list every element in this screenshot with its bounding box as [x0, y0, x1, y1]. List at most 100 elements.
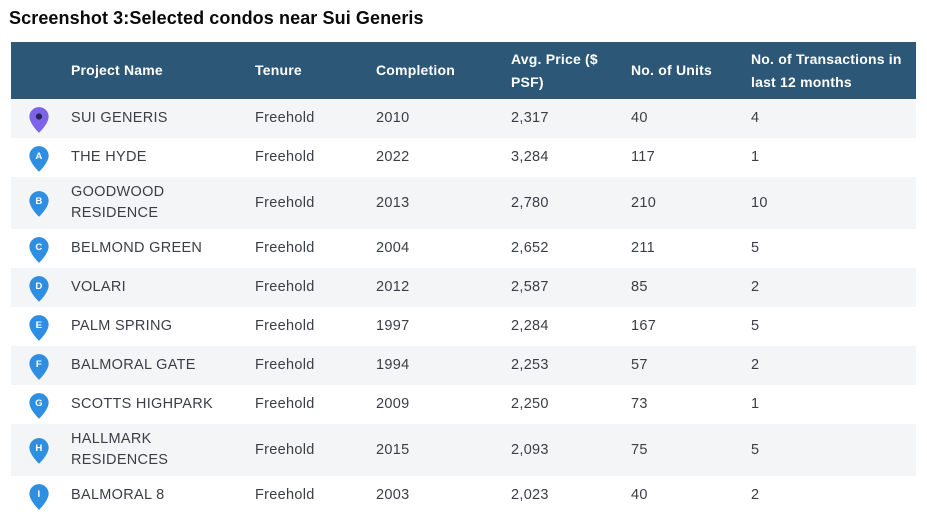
cell-tenure: Freehold [255, 194, 315, 211]
svg-text:B: B [35, 196, 42, 207]
cell-tenure: Freehold [255, 441, 315, 458]
map-pin-cell: C [11, 229, 66, 268]
svg-text:D: D [35, 281, 42, 292]
cell-transactions: 5 [751, 318, 760, 335]
cell-units: 40 [631, 487, 648, 504]
column-header-marker [11, 42, 66, 100]
map-pin-h-icon: H [28, 438, 49, 465]
table-row: I BALMORAL 8 Freehold 2003 2,023 40 2 [11, 476, 916, 516]
table-row: A THE HYDE Freehold 2022 3,284 117 1 [11, 138, 916, 178]
column-header-transactions: No. of Transactions in last 12 months [746, 42, 916, 100]
cell-project: THE HYDE [71, 149, 147, 166]
table-row: C BELMOND GREEN Freehold 2004 2,652 211 5 [11, 229, 916, 269]
svg-text:H: H [35, 443, 42, 454]
cell-project: BALMORAL 8 [71, 487, 165, 504]
cell-transactions: 4 [751, 110, 760, 127]
cell-transactions: 5 [751, 240, 760, 257]
map-pin-cell: A [11, 138, 66, 177]
cell-transactions: 10 [751, 194, 768, 211]
header-row: Project Name Tenure Completion Avg. Pric… [11, 42, 916, 100]
table-header: Project Name Tenure Completion Avg. Pric… [11, 42, 916, 100]
cell-completion: 2012 [376, 279, 410, 296]
map-pin-cell: H [11, 424, 66, 476]
table-row: SUI GENERIS Freehold 2010 2,317 40 4 [11, 99, 916, 139]
svg-text:E: E [35, 320, 42, 331]
table-body: SUI GENERIS Freehold 2010 2,317 40 4 A THE HYDE… [11, 99, 916, 516]
cell-price: 2,023 [511, 487, 549, 504]
condos-table: Project Name Tenure Completion Avg. Pric… [11, 42, 916, 516]
cell-completion: 2013 [376, 194, 410, 211]
map-pin-d-icon: D [28, 276, 49, 302]
cell-completion: 2022 [376, 149, 410, 166]
table-row: E PALM SPRING Freehold 1997 2,284 167 5 [11, 307, 916, 347]
table-row: G SCOTTS HIGHPARK Freehold 2009 2,250 73 1 [11, 385, 916, 425]
cell-transactions: 5 [751, 441, 760, 458]
cell-tenure: Freehold [255, 240, 315, 257]
cell-units: 73 [631, 396, 648, 413]
svg-text:G: G [35, 398, 43, 409]
map-pin-g-icon: G [28, 393, 49, 419]
cell-transactions: 2 [751, 357, 760, 374]
map-pin-b-icon: B [28, 191, 49, 218]
column-header-project-name: Project Name [66, 42, 250, 100]
table-row: D VOLARI Freehold 2012 2,587 85 2 [11, 268, 916, 308]
cell-units: 210 [631, 194, 657, 211]
cell-completion: 1994 [376, 357, 410, 374]
cell-price: 2,250 [511, 396, 549, 413]
cell-units: 211 [631, 240, 656, 257]
table-row: B GOODWOOD RESIDENCE Freehold 2013 2,780 210 1… [11, 177, 916, 230]
cell-completion: 2003 [376, 487, 410, 504]
column-header-tenure: Tenure [250, 42, 371, 100]
column-header-completion: Completion [371, 42, 506, 100]
svg-text:A: A [35, 151, 42, 162]
map-pin-a-icon: A [28, 146, 49, 172]
svg-text:F: F [35, 359, 41, 370]
cell-units: 75 [631, 441, 648, 458]
svg-text:I: I [37, 489, 40, 500]
cell-project: BELMOND GREEN [71, 240, 203, 257]
map-pin-cell [11, 99, 66, 138]
cell-completion: 2010 [376, 110, 410, 127]
cell-price: 2,587 [511, 279, 549, 296]
cell-price: 2,780 [511, 194, 549, 211]
cell-units: 117 [631, 149, 656, 166]
map-pin-cell: G [11, 385, 66, 424]
cell-price: 2,652 [511, 240, 549, 257]
cell-units: 57 [631, 357, 648, 374]
svg-text:C: C [35, 242, 42, 253]
map-pin-cell: I [11, 476, 66, 515]
cell-tenure: Freehold [255, 149, 315, 166]
cell-completion: 2015 [376, 441, 410, 458]
cell-units: 167 [631, 318, 657, 335]
cell-project: PALM SPRING [71, 318, 173, 335]
condos-table-container: Project Name Tenure Completion Avg. Pric… [11, 42, 916, 516]
cell-tenure: Freehold [255, 318, 315, 335]
map-pin-cell: F [11, 346, 66, 385]
cell-units: 85 [631, 279, 648, 296]
cell-price: 2,317 [511, 110, 549, 127]
cell-tenure: Freehold [255, 110, 315, 127]
cell-tenure: Freehold [255, 487, 315, 504]
cell-project: VOLARI [71, 279, 126, 296]
cell-completion: 2009 [376, 396, 410, 413]
cell-transactions: 1 [751, 396, 760, 413]
cell-project: HALLMARK RESIDENCES [71, 431, 169, 469]
map-pin-f-icon: F [28, 354, 49, 380]
cell-price: 2,253 [511, 357, 549, 374]
cell-tenure: Freehold [255, 279, 315, 296]
table-row: F BALMORAL GATE Freehold 1994 2,253 57 2 [11, 346, 916, 386]
cell-completion: 2004 [376, 240, 410, 257]
cell-units: 40 [631, 110, 648, 127]
map-pin-c-icon: C [28, 237, 49, 263]
map-pin-cell: D [11, 268, 66, 307]
cell-price: 2,093 [511, 441, 549, 458]
column-header-avg-price: Avg. Price ($ PSF) [506, 42, 626, 100]
cell-project: SCOTTS HIGHPARK [71, 396, 213, 413]
map-pin-e-icon: E [28, 315, 49, 341]
cell-project: SUI GENERIS [71, 110, 168, 127]
cell-transactions: 2 [751, 487, 760, 504]
cell-completion: 1997 [376, 318, 410, 335]
cell-tenure: Freehold [255, 396, 315, 413]
cell-price: 3,284 [511, 149, 549, 166]
origin-map-pin-icon [28, 107, 49, 133]
